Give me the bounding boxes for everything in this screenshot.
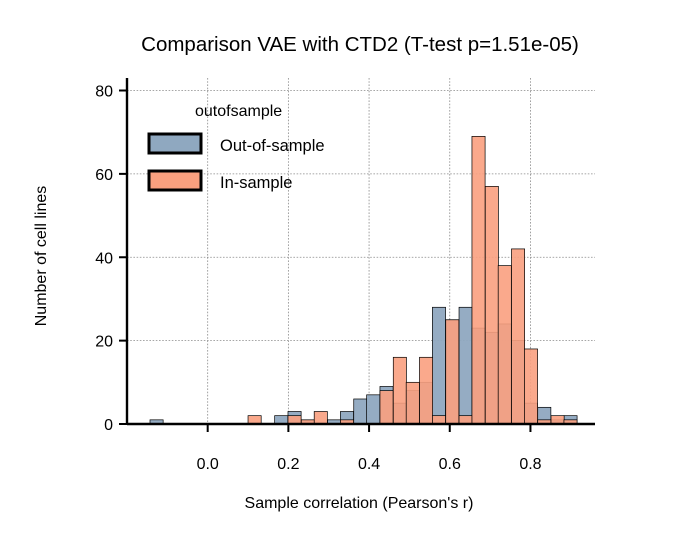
x-tick-label-3: 0.6 xyxy=(439,456,461,473)
bar-in-sample-12 xyxy=(405,381,420,425)
bar-in-sample-18 xyxy=(484,186,499,425)
x-axis-label: Sample correlation (Pearson's r) xyxy=(245,495,474,512)
y-tick-label-2: 40 xyxy=(95,250,113,267)
y-tick-label-0: 0 xyxy=(104,417,113,434)
y-tick-label-1: 20 xyxy=(95,334,113,351)
y-tick-label-4: 80 xyxy=(95,84,113,101)
y-axis-label: Number of cell lines xyxy=(33,186,50,327)
axes-group xyxy=(125,78,595,426)
bar-in-sample-14 xyxy=(432,415,446,425)
bar-out-of-sample-2 xyxy=(274,415,289,425)
bar-in-sample-3 xyxy=(287,415,302,425)
bars-group xyxy=(149,136,578,425)
bar-out-of-sample-8 xyxy=(353,398,368,425)
bar-in-sample-11 xyxy=(392,356,407,425)
legend-label-in-sample: In-sample xyxy=(220,174,292,192)
bar-in-sample-19 xyxy=(497,265,512,425)
bar-in-sample-1 xyxy=(247,415,262,425)
ticks-group: 0.0 0.2 0.4 0.6 0.8 0 20 40 60 80 xyxy=(95,84,541,473)
bar-in-sample-17 xyxy=(471,136,486,425)
bar-in-sample-23 xyxy=(550,415,565,425)
y-tick-label-3: 60 xyxy=(95,167,113,184)
bar-in-sample-21 xyxy=(524,348,538,425)
bar-in-sample-15 xyxy=(445,319,460,425)
legend-title: outofsample xyxy=(195,103,282,120)
legend-swatch-in-sample xyxy=(147,169,203,192)
bar-in-sample-20 xyxy=(511,248,525,425)
legend: outofsample Out-of-sample In-sample xyxy=(147,103,325,192)
bar-in-sample-10 xyxy=(379,390,394,425)
chart-title: Comparison VAE with CTD2 (T-test p=1.51e… xyxy=(141,33,579,56)
x-tick-label-1: 0.2 xyxy=(277,456,299,473)
bar-out-of-sample-16 xyxy=(458,306,473,425)
x-tick-label-2: 0.4 xyxy=(358,456,380,473)
bar-out-of-sample-9 xyxy=(366,394,381,425)
x-tick-label-4: 0.8 xyxy=(519,456,541,473)
bar-in-sample-5 xyxy=(313,411,328,425)
legend-label-out-of-sample: Out-of-sample xyxy=(220,137,325,155)
x-tick-label-0: 0.0 xyxy=(197,456,219,473)
legend-swatch-out-of-sample xyxy=(147,132,203,155)
bar-in-sample-16 xyxy=(458,415,473,425)
bar-out-of-sample-14 xyxy=(432,306,446,425)
bar-in-sample-13 xyxy=(419,356,434,425)
